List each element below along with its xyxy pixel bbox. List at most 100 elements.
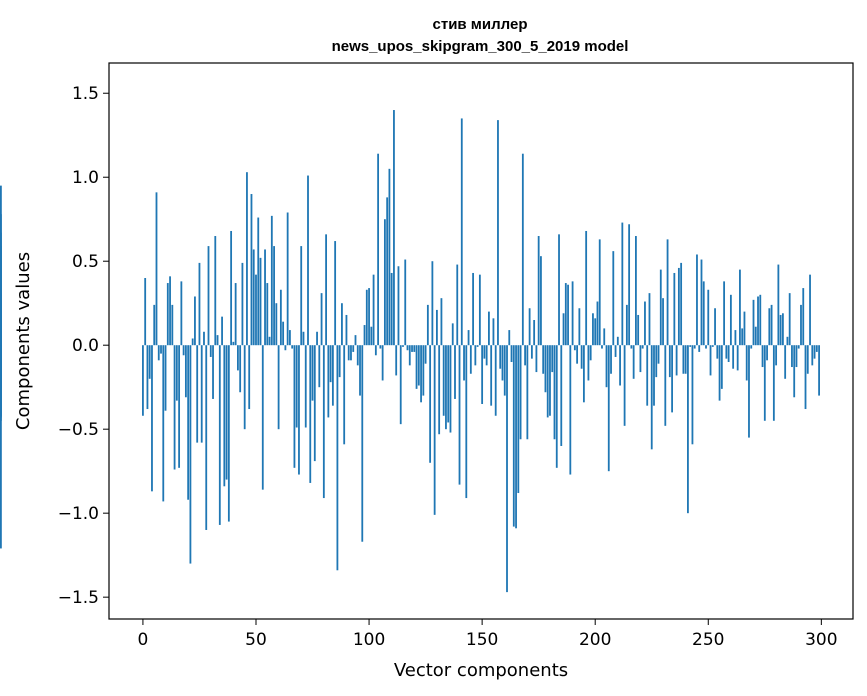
bar-219 xyxy=(637,314,640,346)
bar-73 xyxy=(307,175,309,346)
bar-38 xyxy=(227,345,230,522)
bar-285 xyxy=(786,336,789,346)
bar-180 xyxy=(549,345,551,416)
bar-45 xyxy=(243,345,246,430)
bar-83 xyxy=(329,345,332,383)
bar-279 xyxy=(772,345,775,421)
bar-0 xyxy=(142,345,144,416)
bar-227 xyxy=(655,345,658,378)
bar-107 xyxy=(383,219,386,346)
bar-8 xyxy=(160,345,162,354)
y-tick-label: 1.0 xyxy=(72,168,99,188)
bar-236 xyxy=(675,345,678,376)
bar-289 xyxy=(795,345,798,368)
bar-189 xyxy=(569,345,572,475)
bar-288 xyxy=(793,345,796,398)
bar-266 xyxy=(743,311,746,346)
bar-204 xyxy=(603,328,606,346)
bar-61 xyxy=(279,289,282,346)
bar-86 xyxy=(336,345,339,571)
bar-295 xyxy=(809,274,811,346)
bar-232 xyxy=(666,239,669,346)
bar-149 xyxy=(478,274,481,346)
bar-188 xyxy=(567,284,569,346)
bar-262 xyxy=(734,330,737,346)
bar-19 xyxy=(184,345,187,398)
bar-152 xyxy=(485,345,488,366)
bar-133 xyxy=(442,345,445,416)
bar-177 xyxy=(542,345,545,374)
bar-69 xyxy=(298,345,300,475)
bar-267 xyxy=(745,345,748,381)
bar-119 xyxy=(411,345,413,352)
bar-201 xyxy=(596,301,599,346)
bar-58 xyxy=(273,246,275,346)
bar-280 xyxy=(775,345,778,366)
bar-127 xyxy=(429,345,432,463)
bar-57 xyxy=(270,215,273,346)
bar-293 xyxy=(804,345,807,410)
chart-title: стив миллер xyxy=(433,16,528,33)
bar-253 xyxy=(714,308,716,346)
bar-290 xyxy=(797,345,800,349)
bar-274 xyxy=(761,345,764,368)
bar-117 xyxy=(406,345,409,351)
bar-224 xyxy=(648,293,651,346)
x-axis-label: Vector components xyxy=(394,660,568,681)
bar-120 xyxy=(413,345,416,352)
bar-208 xyxy=(612,251,615,346)
bar-154 xyxy=(490,345,493,406)
bar-135 xyxy=(447,345,450,423)
bar-1 xyxy=(144,278,147,346)
bar-273 xyxy=(759,294,762,346)
bar-32 xyxy=(214,236,217,346)
bar-100 xyxy=(368,288,370,346)
bar-277 xyxy=(768,308,771,346)
bar-109 xyxy=(388,168,391,346)
bar-144 xyxy=(467,330,470,346)
x-axis: 0 50 100 150 200 250 300 xyxy=(138,619,838,650)
bar-272 xyxy=(757,296,759,346)
bar-22 xyxy=(191,338,194,346)
bar-137 xyxy=(451,323,454,346)
bar-242 xyxy=(689,345,692,347)
bar-252 xyxy=(711,345,714,347)
bar-136 xyxy=(449,345,452,433)
bar-287 xyxy=(791,345,793,368)
bar-260 xyxy=(729,294,732,346)
y-axis-label: Components values xyxy=(13,252,34,430)
bar-282 xyxy=(779,314,782,346)
bar-191 xyxy=(573,345,576,351)
y-tick-label: −1.5 xyxy=(58,588,99,608)
bar-257 xyxy=(723,281,726,346)
bar-62 xyxy=(282,321,285,346)
bar-179 xyxy=(546,345,549,418)
x-tick-label: 100 xyxy=(353,630,385,650)
bar-undefined xyxy=(0,345,2,389)
bar-81 xyxy=(325,234,327,346)
bar-88 xyxy=(341,303,343,346)
bar-66 xyxy=(291,345,294,349)
bar-114 xyxy=(399,345,402,425)
bar-55 xyxy=(266,283,269,346)
bar-278 xyxy=(770,304,773,346)
bar-43 xyxy=(239,345,242,393)
bar-121 xyxy=(415,345,418,389)
bar-281 xyxy=(777,264,780,346)
bar-30 xyxy=(209,345,212,357)
bar-64 xyxy=(286,212,289,346)
bar-299 xyxy=(818,345,820,396)
bar-36 xyxy=(223,345,226,487)
bar-283 xyxy=(781,313,784,346)
bar-226 xyxy=(653,345,655,406)
bar-53 xyxy=(261,345,264,490)
bar-185 xyxy=(560,345,563,446)
bar-41 xyxy=(234,283,237,346)
bar-228 xyxy=(657,345,660,364)
bar-96 xyxy=(359,345,361,396)
bar-93 xyxy=(352,345,355,352)
bar-87 xyxy=(338,345,341,378)
bar-106 xyxy=(381,345,384,381)
bar-139 xyxy=(456,264,459,346)
bar-48 xyxy=(250,194,253,346)
